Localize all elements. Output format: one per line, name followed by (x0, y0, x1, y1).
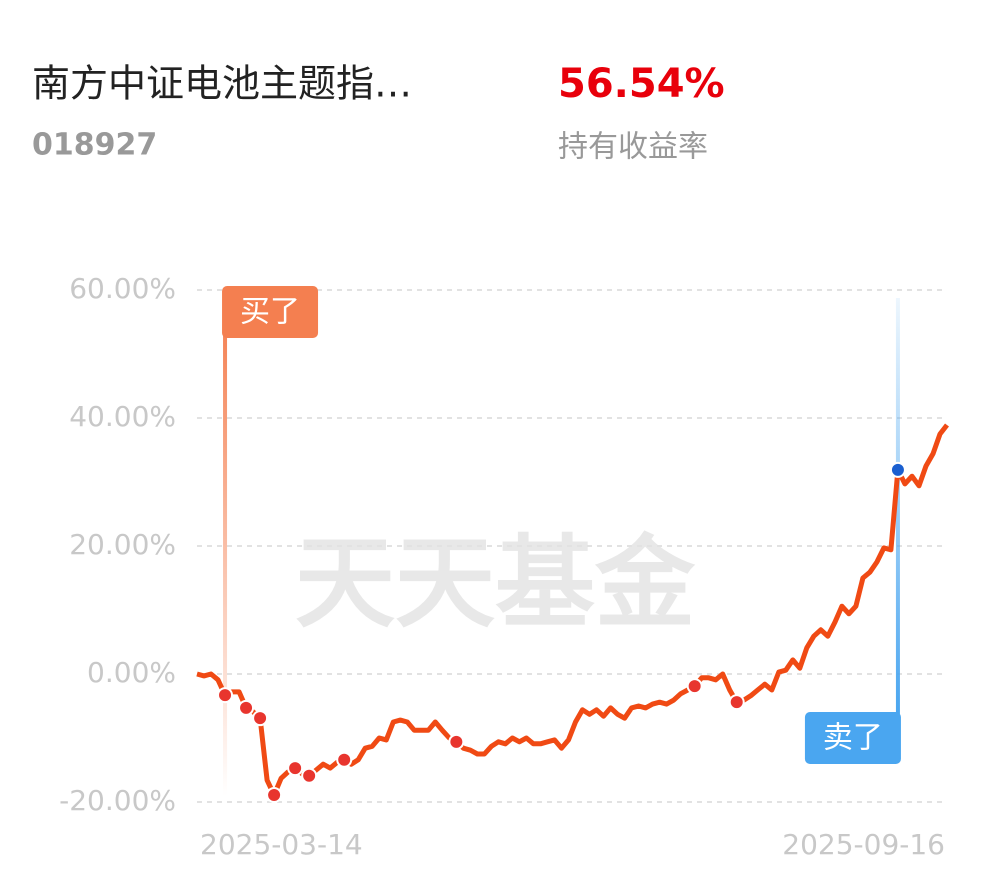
y-tick-label: 0.00% (87, 656, 176, 689)
trade-point (266, 786, 283, 803)
x-tick-label: 2025-09-16 (782, 828, 945, 861)
y-tick-label: -20.00% (59, 784, 176, 817)
y-tick-label: 60.00% (69, 272, 176, 305)
buy-line (223, 310, 228, 796)
trade-point (448, 733, 465, 750)
return-value: 56.54% (558, 61, 725, 107)
line (196, 423, 949, 798)
trade-point (336, 751, 353, 768)
trade-point (238, 699, 255, 716)
return-label: 持有收益率 (558, 130, 708, 165)
sell-tag (804, 712, 901, 764)
trade-point (217, 687, 234, 704)
sell-line (895, 298, 900, 714)
trade-point (287, 760, 304, 777)
fund-name: 南方中证电池主题指… (32, 62, 412, 106)
buy-label: 买了 (240, 295, 300, 330)
trade-point (301, 767, 318, 784)
sell-label: 卖了 (823, 721, 883, 756)
x-tick-label: 2025-03-14 (200, 828, 363, 861)
fund-code: 018927 (32, 128, 157, 163)
sell-point (889, 461, 906, 478)
trade-point (686, 678, 703, 695)
y-tick-label: 20.00% (69, 528, 176, 561)
y-tick-label: 40.00% (69, 400, 176, 433)
watermark: 天天基金 (295, 524, 696, 641)
trade-point (728, 694, 745, 711)
trade-point (252, 710, 269, 727)
buy-tag (222, 286, 319, 338)
